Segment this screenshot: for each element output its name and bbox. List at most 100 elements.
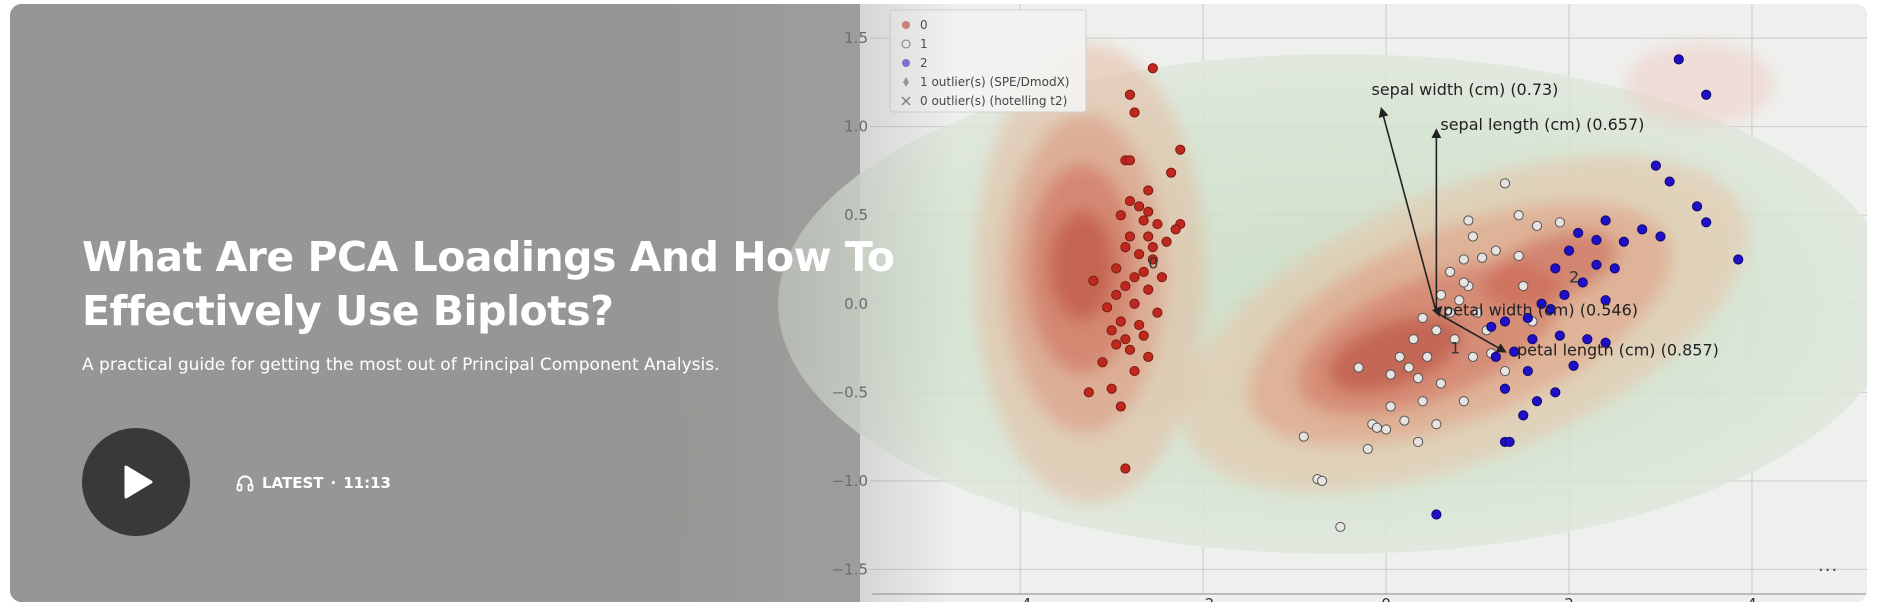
point-class-0 <box>1120 463 1131 474</box>
point-class-1 <box>1431 419 1442 430</box>
point-class-1 <box>1408 334 1419 345</box>
x-tick-label: −2 <box>1192 595 1214 602</box>
point-class-2 <box>1609 263 1620 274</box>
point-class-0 <box>1097 357 1108 368</box>
point-class-0 <box>1143 351 1154 363</box>
point-class-1 <box>1399 415 1410 426</box>
point-class-1 <box>1353 362 1364 373</box>
point-class-0 <box>1152 307 1163 318</box>
point-class-1 <box>1362 443 1373 455</box>
point-class-0 <box>1129 107 1140 118</box>
point-class-1 <box>1431 325 1442 336</box>
point-class-1 <box>1435 378 1447 389</box>
point-class-0 <box>1088 275 1099 286</box>
loading-arrow <box>1378 107 1438 313</box>
y-tick-label: 1.0 <box>844 118 868 136</box>
point-class-1 <box>1554 217 1565 228</box>
point-class-0 <box>1106 325 1117 336</box>
loading-label: sepal length (cm) (0.657) <box>1440 115 1644 134</box>
point-class-2 <box>1701 217 1712 228</box>
point-class-1 <box>1445 266 1456 277</box>
point-class-0 <box>1143 231 1154 242</box>
point-class-1 <box>1412 436 1424 448</box>
point-class-0 <box>1124 89 1136 100</box>
point-class-2 <box>1577 277 1588 288</box>
y-tick-label: 1.5 <box>844 29 868 47</box>
point-class-0 <box>1161 236 1172 247</box>
point-class-2 <box>1527 334 1538 345</box>
point-class-1 <box>1467 351 1479 363</box>
point-class-2 <box>1673 54 1684 65</box>
y-tick-label: −1.5 <box>832 560 868 578</box>
point-class-1 <box>1499 178 1511 189</box>
point-class-0 <box>1115 316 1126 327</box>
point-class-0 <box>1152 218 1163 230</box>
episode-meta: LATEST · 11:13 <box>236 474 391 492</box>
y-tick-label: −1.0 <box>832 472 868 490</box>
point-class-1 <box>1477 252 1488 263</box>
point-class-1 <box>1371 422 1383 433</box>
loading-label: petal width (cm) (0.546) <box>1443 300 1638 319</box>
point-class-2 <box>1563 245 1575 256</box>
point-class-1 <box>1463 215 1474 226</box>
point-class-0 <box>1138 215 1149 226</box>
x-tick-label: 0 <box>1381 595 1391 602</box>
point-class-0 <box>1120 280 1131 292</box>
y-tick-label: 0.5 <box>844 206 868 224</box>
point-class-0 <box>1124 344 1136 355</box>
point-class-2 <box>1509 346 1520 357</box>
point-class-0 <box>1115 401 1126 412</box>
point-class-2 <box>1536 298 1547 309</box>
play-button[interactable] <box>82 428 190 536</box>
point-class-0 <box>1101 302 1113 313</box>
point-class-1 <box>1449 334 1460 345</box>
point-class-0 <box>1138 266 1149 277</box>
point-class-2 <box>1618 236 1629 247</box>
point-class-2 <box>1655 231 1666 242</box>
point-class-2 <box>1559 289 1570 301</box>
point-class-2 <box>1600 295 1611 306</box>
episode-hero[interactable]: sepal width (cm) (0.73) sepal length (cm)… <box>10 4 1867 602</box>
point-class-2 <box>1550 387 1561 398</box>
point-class-0 <box>1138 330 1149 341</box>
point-class-2 <box>1591 234 1602 246</box>
point-class-1 <box>1499 365 1511 377</box>
point-class-1 <box>1417 312 1428 324</box>
point-class-0 <box>1111 339 1122 350</box>
legend-entry: 0 outlier(s) (hotelling t2) <box>920 94 1067 108</box>
point-class-0 <box>1129 298 1140 309</box>
point-class-1 <box>1490 245 1501 256</box>
point-class-1 <box>1403 362 1415 373</box>
legend-marker <box>902 21 910 29</box>
legend-marker <box>902 59 910 67</box>
point-class-0 <box>1134 249 1145 260</box>
point-class-2 <box>1591 259 1602 270</box>
point-class-1 <box>1513 210 1524 221</box>
point-class-0 <box>1147 241 1158 253</box>
point-class-0 <box>1124 155 1136 166</box>
point-class-1 <box>1454 295 1465 306</box>
loading-vectors: sepal width (cm) (0.73) sepal length (cm)… <box>1372 80 1719 360</box>
point-class-1 <box>1316 475 1328 486</box>
point-class-2 <box>1691 201 1703 212</box>
more-dots-icon[interactable]: ··· <box>1818 560 1839 581</box>
point-class-0 <box>1124 231 1136 242</box>
loading-arrow <box>1431 305 1443 317</box>
point-class-1 <box>1422 351 1433 363</box>
loading-arrow <box>1435 311 1507 353</box>
point-class-1 <box>1385 401 1396 412</box>
episode-duration: 11:13 <box>343 474 391 492</box>
point-class-0 <box>1156 272 1168 283</box>
cluster-label: 2 <box>1569 268 1579 287</box>
point-class-0 <box>1147 254 1158 265</box>
point-class-1 <box>1412 373 1424 384</box>
point-class-2 <box>1486 321 1497 332</box>
legend-entry: 2 <box>920 56 928 70</box>
point-class-1 <box>1394 351 1405 363</box>
point-class-0 <box>1175 144 1186 155</box>
point-class-2 <box>1431 509 1442 520</box>
episode-title: What Are PCA Loadings And How To Effecti… <box>82 233 895 335</box>
point-class-2 <box>1499 383 1511 394</box>
point-class-1 <box>1385 369 1396 380</box>
x-tick-label: −4 <box>1009 595 1031 602</box>
